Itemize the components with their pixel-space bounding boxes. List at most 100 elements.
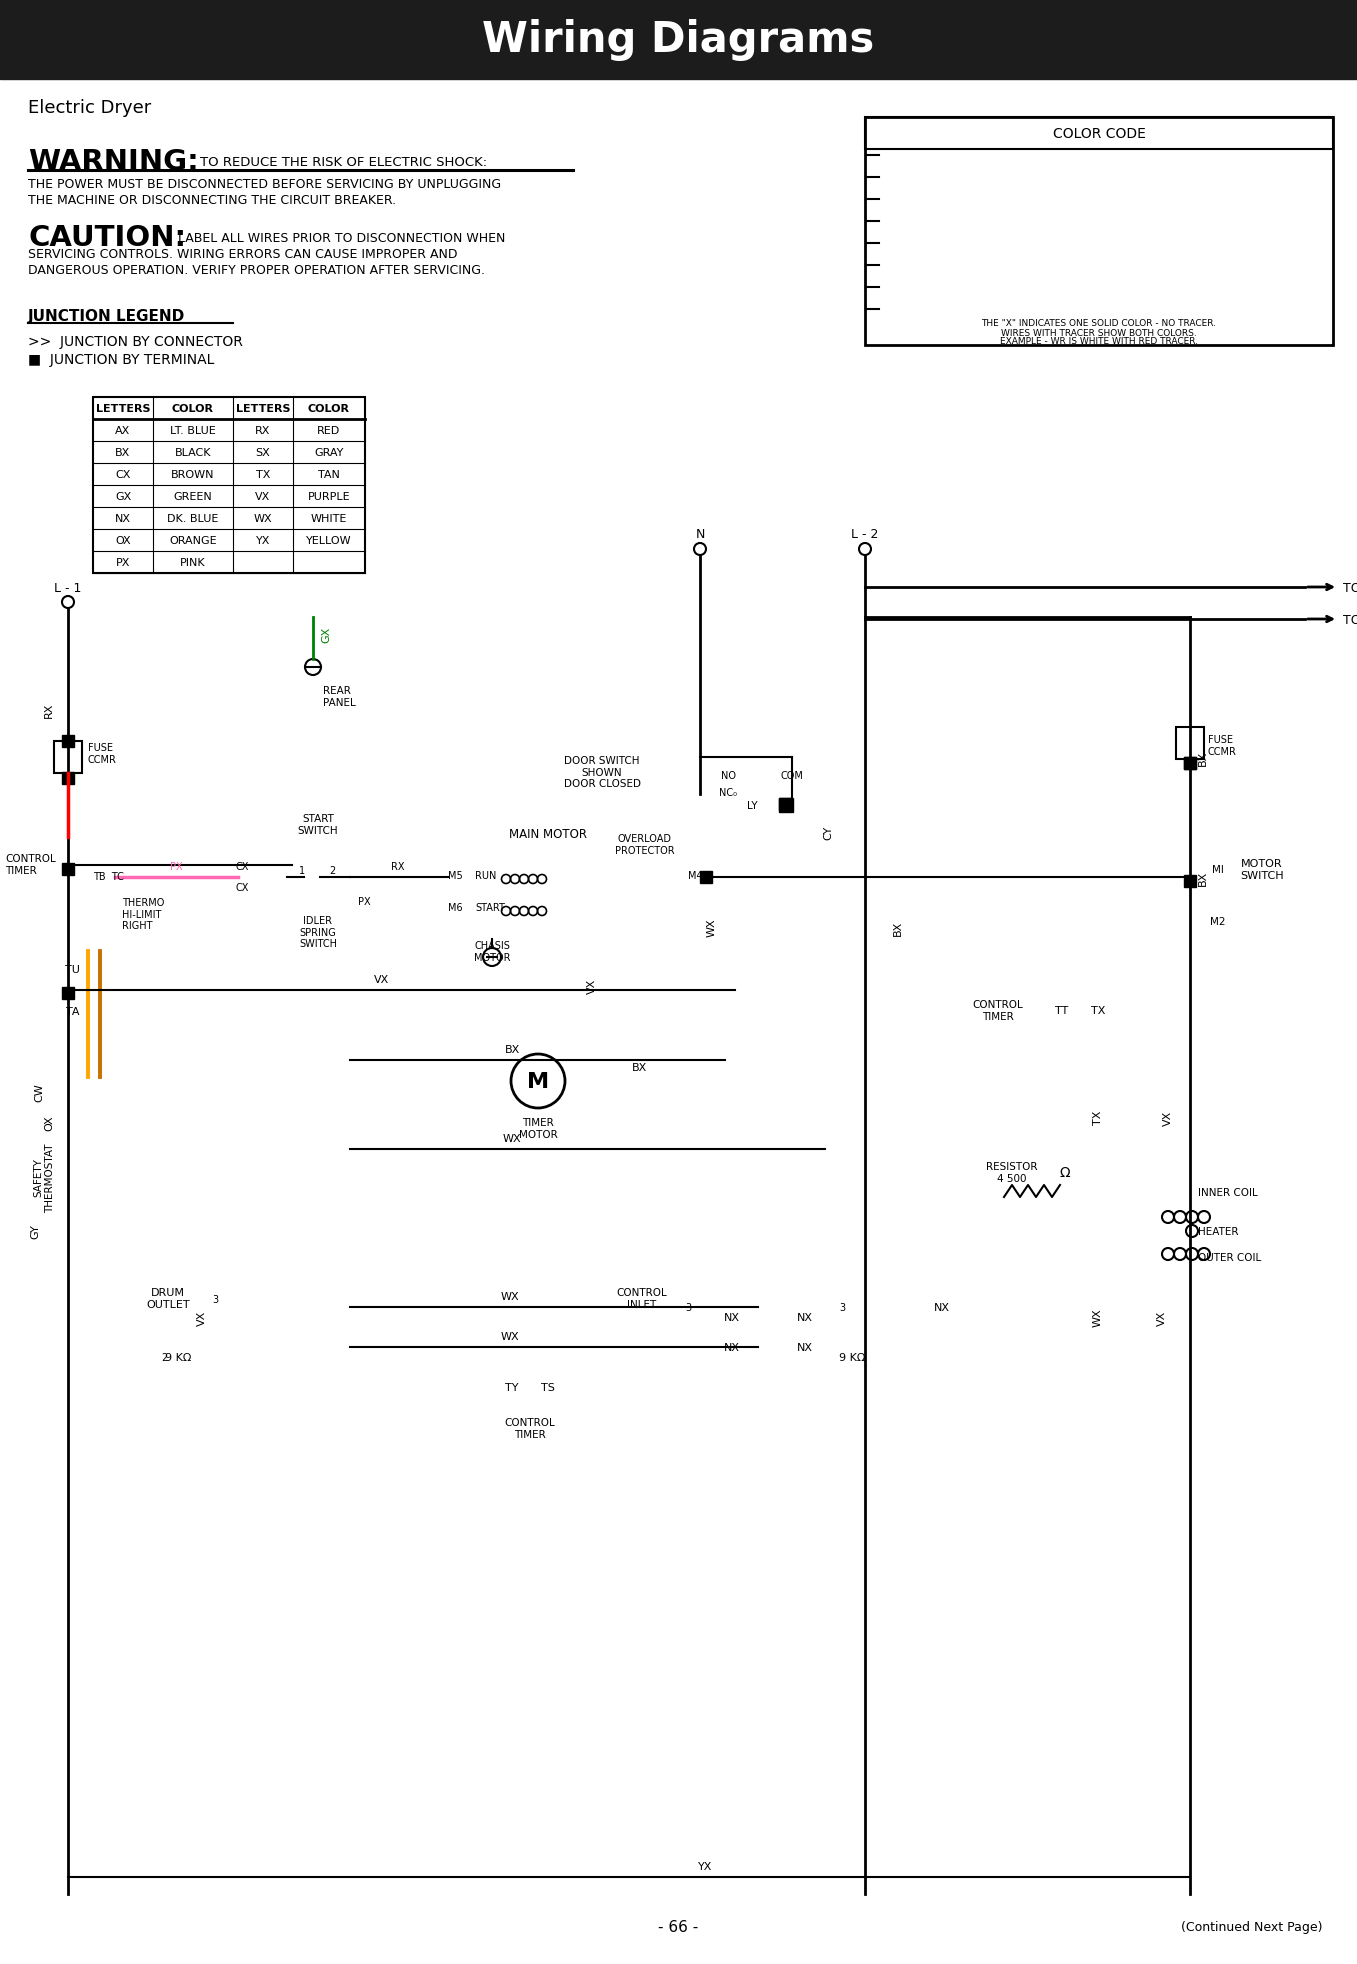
- Text: VX: VX: [1158, 1310, 1167, 1326]
- Text: WX: WX: [501, 1292, 520, 1302]
- Text: TS: TS: [541, 1383, 555, 1392]
- Circle shape: [859, 544, 871, 556]
- Bar: [0, 0, 1357, 81]
- Text: BX: BX: [1198, 750, 1208, 766]
- Text: GX: GX: [115, 491, 132, 501]
- Text: TX: TX: [1091, 1006, 1105, 1015]
- Text: BX: BX: [1198, 870, 1208, 886]
- Text: RX: RX: [391, 862, 404, 872]
- Text: SX: SX: [255, 448, 270, 458]
- Bar: [54, 742, 81, 774]
- Text: M5: M5: [448, 870, 463, 880]
- Text: NX: NX: [725, 1312, 740, 1322]
- Text: 3: 3: [839, 1302, 845, 1312]
- Text: >>  JUNCTION BY CONNECTOR: >> JUNCTION BY CONNECTOR: [28, 334, 243, 350]
- Text: HEATER: HEATER: [1198, 1226, 1239, 1237]
- Text: OX: OX: [115, 536, 130, 546]
- Text: LETTERS: LETTERS: [236, 405, 290, 414]
- Text: BX: BX: [115, 448, 130, 458]
- Text: - 66 -: - 66 -: [658, 1919, 697, 1935]
- Text: TIMER
MOTOR: TIMER MOTOR: [518, 1118, 558, 1139]
- Text: RUN: RUN: [475, 870, 497, 880]
- Text: TAN: TAN: [318, 469, 341, 479]
- Text: PX: PX: [170, 862, 182, 872]
- Text: RX: RX: [255, 426, 270, 436]
- Text: N: N: [695, 526, 704, 540]
- Text: THERMO
HI-LIMIT
RIGHT: THERMO HI-LIMIT RIGHT: [122, 898, 164, 931]
- Text: COM: COM: [780, 770, 803, 780]
- Text: INNER COIL: INNER COIL: [1198, 1188, 1258, 1198]
- Text: RED: RED: [318, 426, 341, 436]
- Text: 1: 1: [299, 866, 305, 876]
- Text: GREEN: GREEN: [174, 491, 213, 501]
- Text: NX: NX: [934, 1302, 950, 1312]
- Text: 3: 3: [685, 1302, 691, 1312]
- Text: GX: GX: [322, 627, 331, 642]
- Text: CX: CX: [115, 469, 130, 479]
- Text: WX: WX: [707, 919, 716, 937]
- Bar: [62, 772, 75, 784]
- Bar: [779, 799, 791, 811]
- Bar: [94, 399, 365, 573]
- Text: YX: YX: [697, 1862, 712, 1872]
- Text: (Continued Next Page): (Continued Next Page): [1181, 1921, 1323, 1933]
- Text: IDLER
SPRING
SWITCH: IDLER SPRING SWITCH: [299, 915, 337, 949]
- Text: 2: 2: [328, 866, 335, 876]
- Text: COLOR: COLOR: [172, 405, 214, 414]
- Text: RX: RX: [43, 701, 54, 717]
- Text: MAIN MOTOR: MAIN MOTOR: [509, 827, 588, 841]
- Text: TX: TX: [256, 469, 270, 479]
- Text: START: START: [475, 903, 505, 913]
- Text: LABEL ALL WIRES PRIOR TO DISCONNECTION WHEN: LABEL ALL WIRES PRIOR TO DISCONNECTION W…: [178, 232, 505, 244]
- Bar: [1185, 758, 1196, 770]
- Text: 3: 3: [212, 1294, 218, 1304]
- Text: 9 KΩ: 9 KΩ: [839, 1353, 866, 1363]
- Text: NX: NX: [797, 1312, 813, 1322]
- Text: NX: NX: [725, 1341, 740, 1353]
- Text: EXAMPLE - WR IS WHITE WITH RED TRACER.: EXAMPLE - WR IS WHITE WITH RED TRACER.: [1000, 338, 1198, 346]
- Text: DOOR SWITCH
SHOWN
DOOR CLOSED: DOOR SWITCH SHOWN DOOR CLOSED: [563, 756, 641, 790]
- Text: COLOR CODE: COLOR CODE: [1053, 128, 1145, 141]
- Text: WX: WX: [501, 1332, 520, 1341]
- Text: CAUTION:: CAUTION:: [28, 224, 186, 251]
- Text: VX: VX: [255, 491, 270, 501]
- Text: DRUM
OUTLET: DRUM OUTLET: [147, 1286, 190, 1308]
- Text: TA: TA: [66, 1006, 80, 1017]
- Text: TO REDUCE THE RISK OF ELECTRIC SHOCK:: TO REDUCE THE RISK OF ELECTRIC SHOCK:: [199, 155, 487, 169]
- Bar: [62, 864, 75, 876]
- Text: TU: TU: [65, 964, 80, 974]
- Text: PX: PX: [358, 896, 370, 907]
- Text: LT. BLUE: LT. BLUE: [170, 426, 216, 436]
- Text: 9 KΩ: 9 KΩ: [164, 1353, 191, 1363]
- Text: WARNING:: WARNING:: [28, 147, 198, 177]
- Bar: [779, 799, 792, 813]
- Text: WIRES WITH TRACER SHOW BOTH COLORS.: WIRES WITH TRACER SHOW BOTH COLORS.: [1001, 328, 1197, 338]
- Text: VX: VX: [375, 974, 389, 984]
- Bar: [1185, 758, 1196, 770]
- Text: THE POWER MUST BE DISCONNECTED BEFORE SERVICING BY UNPLUGGING: THE POWER MUST BE DISCONNECTED BEFORE SE…: [28, 179, 501, 191]
- Text: SERVICING CONTROLS. WIRING ERRORS CAN CAUSE IMPROPER AND: SERVICING CONTROLS. WIRING ERRORS CAN CA…: [28, 247, 457, 261]
- Text: NX: NX: [115, 515, 132, 524]
- Text: CHASIS
MOTOR: CHASIS MOTOR: [474, 941, 510, 962]
- Text: VX: VX: [588, 978, 597, 994]
- Text: RESISTOR
4 500: RESISTOR 4 500: [987, 1161, 1038, 1182]
- Text: Ω: Ω: [1060, 1165, 1071, 1180]
- Text: OX: OX: [43, 1116, 54, 1129]
- Text: FUSE
CCMR: FUSE CCMR: [88, 742, 117, 764]
- Text: THE "X" INDICATES ONE SOLID COLOR - NO TRACER.: THE "X" INDICATES ONE SOLID COLOR - NO T…: [981, 320, 1216, 328]
- Text: CX: CX: [235, 862, 248, 872]
- Text: CY: CY: [822, 825, 833, 841]
- Text: DK. BLUE: DK. BLUE: [167, 515, 218, 524]
- Bar: [1185, 876, 1196, 888]
- Text: PURPLE: PURPLE: [308, 491, 350, 501]
- Bar: [62, 736, 75, 748]
- Text: OUTER COIL: OUTER COIL: [1198, 1253, 1261, 1263]
- Text: BX: BX: [632, 1063, 647, 1072]
- Text: THE MACHINE OR DISCONNECTING THE CIRCUIT BREAKER.: THE MACHINE OR DISCONNECTING THE CIRCUIT…: [28, 194, 396, 208]
- Text: PINK: PINK: [180, 558, 206, 568]
- Text: CONTROL
INLET: CONTROL INLET: [616, 1286, 668, 1308]
- Text: JUNCTION LEGEND: JUNCTION LEGEND: [28, 308, 186, 324]
- Text: GRAY: GRAY: [315, 448, 343, 458]
- Text: START
SWITCH: START SWITCH: [297, 813, 338, 835]
- Text: FUSE
CCMR: FUSE CCMR: [1208, 735, 1236, 756]
